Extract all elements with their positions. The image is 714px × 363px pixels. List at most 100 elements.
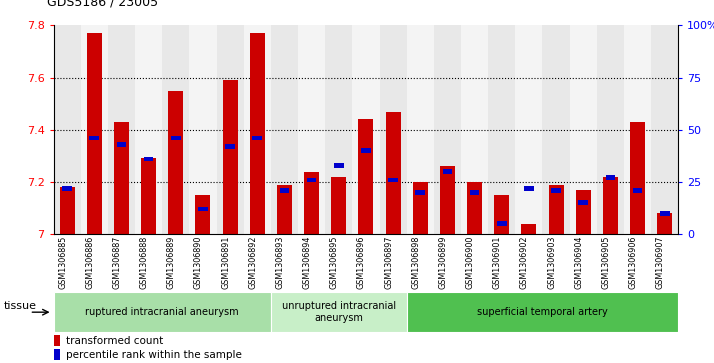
Text: GSM1306890: GSM1306890	[194, 236, 203, 289]
Text: GSM1306905: GSM1306905	[601, 236, 610, 289]
Bar	[144, 157, 154, 161]
Bar	[461, 25, 488, 234]
Bar	[388, 178, 398, 182]
Text: GSM1306894: GSM1306894	[303, 236, 311, 289]
Text: superficial temporal artery: superficial temporal artery	[477, 307, 608, 317]
Bar	[548, 184, 563, 234]
Bar	[630, 122, 645, 234]
Text: unruptured intracranial
aneurysm: unruptured intracranial aneurysm	[282, 301, 396, 323]
Bar	[570, 25, 597, 234]
Bar	[189, 25, 216, 234]
Text: GSM1306895: GSM1306895	[330, 236, 338, 289]
Bar	[196, 195, 211, 234]
Bar	[54, 292, 271, 332]
Bar	[651, 25, 678, 234]
Text: GSM1306889: GSM1306889	[167, 236, 176, 289]
Bar	[352, 25, 380, 234]
Text: GSM1306891: GSM1306891	[221, 236, 230, 289]
Bar	[434, 25, 461, 234]
Bar	[108, 25, 135, 234]
Bar	[60, 187, 74, 234]
Bar	[304, 171, 319, 234]
Text: GSM1306896: GSM1306896	[357, 236, 366, 289]
Text: tissue: tissue	[4, 301, 36, 311]
Bar	[624, 25, 651, 234]
Bar	[361, 148, 371, 153]
Bar	[416, 190, 425, 195]
Bar	[54, 25, 81, 234]
Bar	[271, 292, 407, 332]
Bar	[62, 186, 72, 191]
Bar	[470, 190, 479, 195]
Text: GSM1306907: GSM1306907	[655, 236, 665, 289]
Text: ruptured intracranial aneurysm: ruptured intracranial aneurysm	[86, 307, 239, 317]
Bar	[407, 292, 678, 332]
Bar	[543, 25, 570, 234]
Bar	[225, 144, 235, 149]
Bar	[575, 190, 590, 234]
Text: GSM1306892: GSM1306892	[248, 236, 257, 289]
Bar	[87, 33, 102, 234]
Bar	[243, 25, 271, 234]
Bar	[89, 136, 99, 140]
Text: GSM1306901: GSM1306901	[493, 236, 502, 289]
Bar	[467, 182, 482, 234]
Bar	[253, 136, 262, 140]
Bar	[603, 177, 618, 234]
Bar	[497, 221, 507, 226]
Bar	[494, 195, 509, 234]
Bar	[660, 211, 670, 216]
Text: percentile rank within the sample: percentile rank within the sample	[66, 350, 242, 360]
Text: GSM1306898: GSM1306898	[411, 236, 421, 289]
Bar	[358, 119, 373, 234]
Bar	[298, 25, 325, 234]
Text: GSM1306888: GSM1306888	[140, 236, 149, 289]
Bar	[81, 25, 108, 234]
Text: GSM1306893: GSM1306893	[276, 236, 284, 289]
Text: GDS5186 / 23005: GDS5186 / 23005	[47, 0, 159, 9]
Bar	[407, 25, 434, 234]
Text: GSM1306886: GSM1306886	[85, 236, 94, 289]
Bar	[54, 349, 60, 360]
Bar	[271, 25, 298, 234]
Text: GSM1306903: GSM1306903	[547, 236, 556, 289]
Text: GSM1306902: GSM1306902	[520, 236, 529, 289]
Bar	[386, 111, 401, 234]
Bar	[658, 213, 672, 234]
Text: GSM1306885: GSM1306885	[58, 236, 67, 289]
Bar	[334, 163, 343, 168]
Bar	[633, 188, 643, 193]
Bar	[116, 142, 126, 147]
Bar	[54, 335, 60, 346]
Bar	[280, 188, 289, 193]
Bar	[223, 80, 238, 234]
Bar	[488, 25, 516, 234]
Bar	[169, 91, 183, 234]
Text: transformed count: transformed count	[66, 336, 164, 346]
Bar	[521, 224, 536, 234]
Bar	[578, 200, 588, 205]
Bar	[605, 175, 615, 180]
Bar	[141, 159, 156, 234]
Text: GSM1306904: GSM1306904	[574, 236, 583, 289]
Text: GSM1306906: GSM1306906	[628, 236, 638, 289]
Bar	[380, 25, 407, 234]
Bar	[135, 25, 162, 234]
Text: GSM1306900: GSM1306900	[466, 236, 475, 289]
Bar	[198, 207, 208, 211]
Bar	[307, 178, 316, 182]
Bar	[597, 25, 624, 234]
Bar	[325, 25, 352, 234]
Bar	[524, 186, 534, 191]
Bar	[331, 177, 346, 234]
Bar	[551, 188, 561, 193]
Bar	[443, 169, 452, 174]
Bar	[413, 182, 428, 234]
Text: GSM1306897: GSM1306897	[384, 236, 393, 289]
Bar	[216, 25, 243, 234]
Bar	[162, 25, 189, 234]
Text: GSM1306887: GSM1306887	[113, 236, 121, 289]
Bar	[250, 33, 265, 234]
Bar	[440, 166, 455, 234]
Bar	[516, 25, 543, 234]
